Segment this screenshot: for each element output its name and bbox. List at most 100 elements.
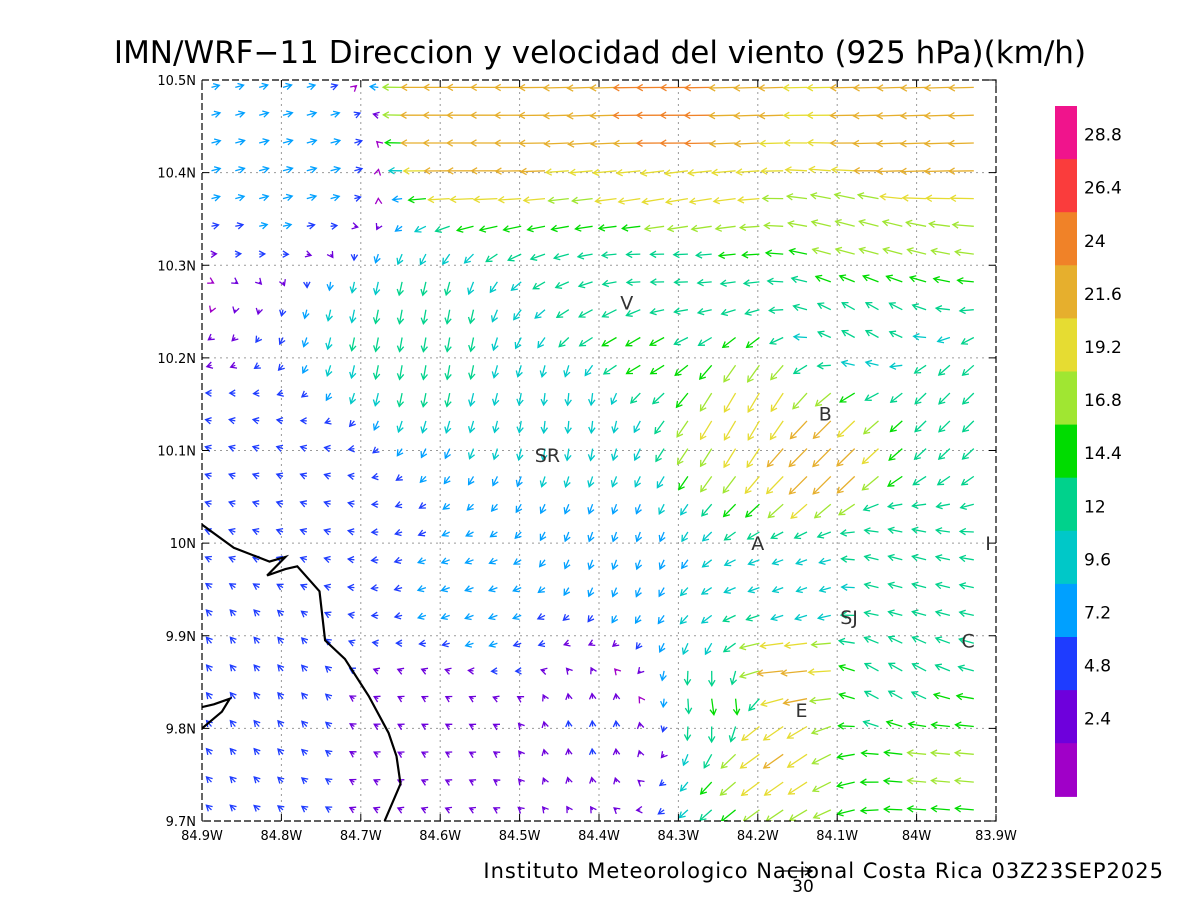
wind-vector — [330, 193, 341, 202]
wind-vector — [467, 281, 475, 296]
colorbar-swatch — [1055, 530, 1077, 585]
wind-vector — [541, 748, 549, 757]
wind-vector — [444, 392, 452, 408]
wind-vector — [838, 692, 855, 700]
wind-vector — [889, 392, 903, 404]
wind-vector — [204, 500, 212, 508]
wind-vector — [836, 752, 855, 761]
wind-vector — [275, 527, 284, 536]
wind-vector — [861, 274, 879, 283]
wind-vector — [301, 365, 309, 374]
wind-vector — [887, 690, 903, 700]
wind-vector — [371, 472, 379, 481]
wind-vector — [759, 698, 784, 708]
colorbar-swatch — [1055, 371, 1077, 426]
wind-vector — [324, 806, 333, 813]
wind-vector — [812, 420, 832, 440]
wind-vector — [493, 83, 522, 92]
wind-vector — [555, 309, 570, 319]
wind-vector — [591, 168, 617, 177]
wind-vector — [534, 309, 546, 319]
wind-vector — [324, 693, 333, 701]
wind-vector — [887, 635, 903, 644]
wind-vector — [852, 111, 879, 120]
wind-vector — [930, 805, 950, 813]
x-tick-label: 84.9W — [181, 829, 223, 844]
wind-vector — [348, 723, 357, 730]
wind-vector — [961, 448, 975, 460]
wind-vector — [958, 554, 974, 563]
wind-vector — [349, 392, 357, 405]
wind-vector — [649, 364, 665, 375]
wind-vector — [770, 613, 784, 622]
wind-vector — [253, 691, 261, 700]
wind-vector — [420, 806, 429, 814]
wind-vector — [790, 275, 808, 284]
wind-vector — [416, 585, 427, 593]
wind-vector — [205, 664, 213, 672]
wind-vector — [654, 420, 665, 435]
wind-vector — [937, 364, 951, 376]
place-label: B — [819, 403, 832, 425]
wind-vector — [420, 309, 428, 325]
wind-vector — [468, 779, 477, 786]
wind-vector — [588, 393, 596, 407]
wind-vector — [277, 691, 285, 700]
wind-vector — [400, 139, 426, 147]
wind-vector — [420, 420, 428, 434]
wind-vector — [517, 111, 546, 120]
wind-vector — [444, 365, 452, 381]
wind-vector — [259, 110, 270, 118]
wind-vector — [396, 337, 405, 353]
wind-vector — [613, 668, 622, 676]
wind-vector — [323, 555, 331, 564]
wind-vector — [589, 111, 617, 120]
wind-vector — [576, 252, 593, 260]
wind-vector — [396, 253, 404, 266]
wind-vector — [601, 279, 617, 288]
wind-vector — [829, 84, 855, 92]
wind-vector — [511, 613, 522, 621]
wind-vector — [375, 222, 383, 231]
wind-vector — [649, 308, 665, 316]
wind-vector — [255, 307, 263, 316]
wind-vector — [676, 448, 689, 466]
wind-vector — [655, 448, 665, 463]
wind-vector — [660, 751, 668, 759]
wind-vector — [759, 641, 784, 650]
wind-vector — [885, 719, 903, 728]
wind-vector — [493, 139, 522, 147]
wind-vector — [418, 639, 426, 648]
wind-vector — [445, 139, 474, 147]
wind-vector — [227, 527, 236, 536]
wind-vector — [306, 193, 318, 202]
wind-vector — [673, 278, 688, 286]
wind-vector — [658, 503, 665, 516]
wind-vector — [492, 751, 501, 758]
wind-vector — [780, 669, 808, 677]
wind-vector — [625, 364, 641, 375]
wind-vector — [721, 336, 736, 349]
wind-vector — [863, 609, 879, 618]
wind-vector — [708, 84, 736, 92]
wind-vector — [728, 726, 737, 743]
reference-vector-label: 30 — [792, 877, 814, 897]
wind-vector — [960, 475, 975, 486]
wind-vector — [886, 502, 903, 510]
wind-vector — [330, 83, 339, 91]
wind-vector — [211, 166, 222, 174]
wind-vector — [818, 585, 831, 593]
wind-vector — [758, 111, 784, 120]
wind-vector — [251, 472, 260, 480]
wind-vector — [417, 529, 427, 537]
wind-vector — [612, 719, 621, 728]
wind-vector — [396, 420, 404, 434]
wind-vector — [635, 587, 642, 598]
wind-vector — [507, 253, 522, 262]
wind-vector — [954, 805, 974, 813]
wind-vector — [211, 82, 221, 91]
wind-vector — [864, 329, 879, 339]
wind-vector — [330, 110, 341, 118]
wind-vector — [741, 725, 760, 742]
wind-vector — [739, 753, 760, 769]
